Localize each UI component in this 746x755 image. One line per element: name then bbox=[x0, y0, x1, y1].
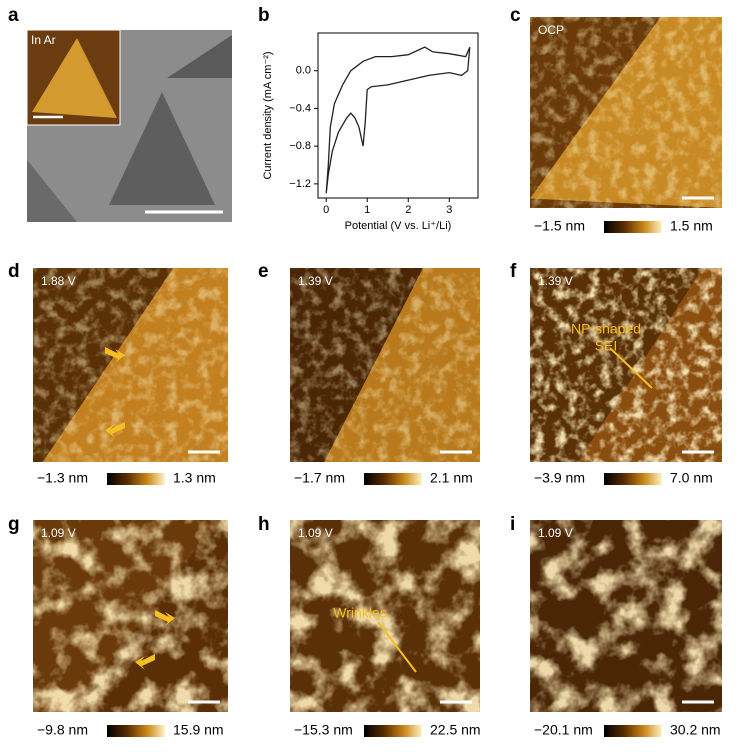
colorbar-min: −9.8 nm bbox=[37, 722, 88, 738]
image-tag: 1.09 V bbox=[298, 526, 333, 540]
colorbar-max: 30.2 nm bbox=[670, 722, 721, 738]
colorbar bbox=[604, 473, 662, 485]
panel-letter: h bbox=[258, 514, 270, 535]
panel-letter: f bbox=[510, 261, 517, 282]
x-tick-label: 2 bbox=[405, 204, 411, 216]
afm-texture bbox=[530, 17, 722, 208]
y-tick-label: −0.4 bbox=[289, 102, 311, 114]
arrow bbox=[105, 347, 125, 363]
x-tick-label: 1 bbox=[364, 204, 370, 216]
arrow bbox=[135, 654, 155, 670]
panel-letter: i bbox=[510, 514, 515, 535]
image-tag: 1.39 V bbox=[538, 274, 573, 288]
colorbar-min: −1.3 nm bbox=[37, 470, 88, 486]
image-tag: 1.09 V bbox=[538, 526, 573, 540]
afm-texture bbox=[33, 268, 228, 462]
colorbar-max: 7.0 nm bbox=[670, 470, 713, 486]
colorbar bbox=[107, 725, 165, 737]
colorbar bbox=[364, 725, 422, 737]
y-tick-label: 0.0 bbox=[296, 65, 311, 77]
image-tag: 1.88 V bbox=[41, 274, 76, 288]
annotation-pointer bbox=[377, 621, 417, 673]
colorbar bbox=[364, 473, 422, 485]
afm-texture bbox=[33, 520, 228, 712]
image-tag: OCP bbox=[538, 23, 564, 37]
cv-curve bbox=[325, 46, 471, 194]
panel-letter: g bbox=[8, 514, 20, 535]
colorbar-max: 22.5 nm bbox=[430, 722, 481, 738]
x-tick-label: 0 bbox=[323, 204, 329, 216]
annotation: NP-shaped bbox=[571, 321, 641, 337]
afm-texture bbox=[530, 268, 722, 462]
colorbar-min: −1.7 nm bbox=[294, 470, 345, 486]
arrow bbox=[105, 422, 125, 438]
colorbar-max: 15.9 nm bbox=[173, 722, 224, 738]
colorbar bbox=[604, 725, 662, 737]
inset-flake bbox=[32, 38, 117, 118]
panel-letter: e bbox=[258, 261, 269, 282]
flake bbox=[167, 35, 232, 78]
panel-letter: d bbox=[8, 261, 20, 282]
afm-texture bbox=[530, 520, 722, 712]
flake bbox=[109, 92, 215, 205]
colorbar-max: 1.3 nm bbox=[173, 470, 216, 486]
image-tag: 1.09 V bbox=[41, 526, 76, 540]
annotation: Wrinkles bbox=[333, 605, 386, 621]
colorbar bbox=[107, 473, 165, 485]
y-axis-label: Current density (mA cm⁻²) bbox=[262, 51, 274, 179]
image-tag: 1.39 V bbox=[298, 274, 333, 288]
colorbar bbox=[604, 221, 662, 233]
panel-letter: c bbox=[510, 5, 521, 26]
plot-frame bbox=[317, 32, 479, 199]
annotation-pointer bbox=[609, 347, 653, 389]
colorbar-max: 2.1 nm bbox=[430, 470, 473, 486]
y-tick-label: −0.8 bbox=[289, 140, 311, 152]
colorbar-min: −15.3 nm bbox=[294, 722, 353, 738]
afm-texture bbox=[290, 268, 480, 462]
afm-texture bbox=[290, 520, 480, 712]
image-tag: In Ar bbox=[31, 33, 56, 47]
colorbar-min: −20.1 nm bbox=[534, 722, 593, 738]
flake bbox=[27, 160, 77, 222]
y-tick-label: −1.2 bbox=[289, 178, 311, 190]
panel-letter: b bbox=[258, 5, 270, 26]
colorbar-max: 1.5 nm bbox=[670, 218, 713, 234]
arrow bbox=[155, 610, 175, 626]
x-axis-label: Potential (V vs. Li⁺/Li) bbox=[345, 220, 452, 232]
colorbar-min: −3.9 nm bbox=[534, 470, 585, 486]
panel-letter: a bbox=[8, 5, 19, 26]
x-tick-label: 3 bbox=[446, 204, 452, 216]
colorbar-min: −1.5 nm bbox=[534, 218, 585, 234]
